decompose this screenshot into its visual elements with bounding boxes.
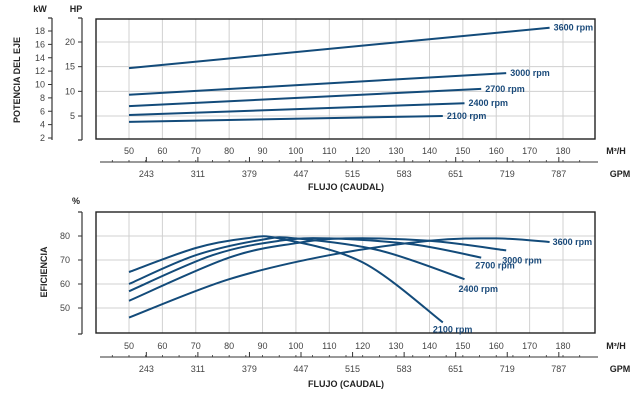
kw-tick-label: 10 bbox=[35, 80, 45, 90]
x-tick-label: 50 bbox=[124, 146, 134, 156]
x-tick-label: 110 bbox=[322, 341, 336, 351]
power-curve-2400-rpm bbox=[128, 102, 465, 116]
gpm-tick-label: 311 bbox=[191, 364, 205, 374]
y-unit-hp: HP bbox=[70, 4, 83, 14]
series-label: 2400 rpm bbox=[469, 98, 509, 108]
series-label: 3000 rpm bbox=[510, 68, 550, 78]
gpm-tick-label: 583 bbox=[397, 169, 412, 179]
x-tick-label: 50 bbox=[124, 341, 134, 351]
hp-tick-label: 20 bbox=[65, 37, 75, 47]
gpm-tick-label: 515 bbox=[345, 169, 360, 179]
power-curve-2100-rpm bbox=[128, 115, 443, 123]
gpm-tick-label: 719 bbox=[500, 169, 515, 179]
series-label: 2100 rpm bbox=[447, 111, 487, 121]
power-curve-2700-rpm bbox=[128, 87, 482, 108]
kw-tick-label: 4 bbox=[40, 120, 45, 130]
power-curve-3000-rpm bbox=[128, 72, 507, 96]
x-tick-label: 160 bbox=[489, 146, 504, 156]
x-unit-m3h: M³/H bbox=[606, 341, 626, 351]
x-tick-label: 60 bbox=[157, 146, 167, 156]
power-curve-3600-rpm bbox=[128, 26, 550, 70]
kw-tick-label: 2 bbox=[40, 133, 45, 143]
x-tick-label: 100 bbox=[288, 341, 303, 351]
x-unit-m3h: M³/H bbox=[606, 146, 626, 156]
gpm-tick-label: 311 bbox=[191, 169, 205, 179]
gpm-tick-label: 787 bbox=[551, 169, 566, 179]
y-axis-title: EFICIENCIA bbox=[39, 246, 49, 298]
x-tick-label: 160 bbox=[489, 341, 504, 351]
series-label: 2700 rpm bbox=[485, 84, 525, 94]
x-tick-label: 120 bbox=[355, 146, 370, 156]
gpm-tick-label: 515 bbox=[345, 364, 360, 374]
x-tick-label: 180 bbox=[555, 341, 570, 351]
x-axis-title: FLUJO (CAUDAL) bbox=[308, 182, 384, 192]
kw-tick-label: 8 bbox=[40, 93, 45, 103]
efficiency-curve-2400-rpm bbox=[128, 236, 465, 285]
kw-tick-label: 6 bbox=[40, 106, 45, 116]
gpm-tick-label: 447 bbox=[293, 364, 308, 374]
x-tick-label: 120 bbox=[355, 341, 370, 351]
gpm-tick-label: 379 bbox=[242, 169, 257, 179]
x-unit-gpm: GPM bbox=[610, 169, 631, 179]
efficiency-tick-label: 70 bbox=[60, 255, 70, 265]
gpm-tick-label: 651 bbox=[448, 364, 463, 374]
x-tick-label: 90 bbox=[258, 146, 268, 156]
x-tick-label: 60 bbox=[157, 341, 167, 351]
gpm-tick-label: 719 bbox=[500, 364, 515, 374]
x-tick-label: 90 bbox=[258, 341, 268, 351]
series-label: 2700 rpm bbox=[475, 261, 515, 271]
series-label: 3600 rpm bbox=[554, 23, 594, 33]
x-tick-label: 150 bbox=[455, 146, 470, 156]
x-tick-label: 130 bbox=[389, 341, 404, 351]
x-tick-label: 130 bbox=[389, 146, 404, 156]
x-tick-label: 180 bbox=[555, 146, 570, 156]
gpm-tick-label: 583 bbox=[397, 364, 412, 374]
gpm-tick-label: 787 bbox=[551, 364, 566, 374]
kw-tick-label: 12 bbox=[35, 66, 45, 76]
series-label: 3000 rpm bbox=[502, 255, 542, 265]
x-tick-label: 110 bbox=[322, 146, 336, 156]
gpm-tick-label: 447 bbox=[293, 169, 308, 179]
x-tick-label: 70 bbox=[191, 146, 201, 156]
gpm-tick-label: 651 bbox=[448, 169, 463, 179]
x-tick-label: 70 bbox=[191, 341, 201, 351]
hp-tick-label: 5 bbox=[70, 111, 75, 121]
x-axis-title: FLUJO (CAUDAL) bbox=[308, 379, 384, 389]
kw-tick-label: 14 bbox=[35, 53, 45, 63]
gpm-tick-label: 243 bbox=[139, 364, 154, 374]
kw-tick-label: 18 bbox=[35, 26, 45, 36]
plot-frame bbox=[95, 18, 596, 140]
x-tick-label: 140 bbox=[422, 341, 437, 351]
y-axis-title: POTENCIA DEL EJE bbox=[12, 37, 22, 123]
x-tick-label: 170 bbox=[522, 341, 537, 351]
efficiency-curve-2700-rpm bbox=[128, 237, 482, 293]
x-tick-label: 140 bbox=[422, 146, 437, 156]
hp-tick-label: 15 bbox=[65, 62, 75, 72]
kw-tick-label: 16 bbox=[35, 39, 45, 49]
efficiency-curve-2100-rpm bbox=[128, 235, 444, 324]
x-tick-label: 150 bbox=[455, 341, 470, 351]
gpm-tick-label: 379 bbox=[242, 364, 257, 374]
hp-tick-label: 10 bbox=[65, 86, 75, 96]
x-unit-gpm: GPM bbox=[610, 364, 631, 374]
x-tick-label: 100 bbox=[288, 146, 303, 156]
gpm-tick-label: 243 bbox=[139, 169, 154, 179]
y-unit-kw: kW bbox=[33, 4, 47, 14]
series-label: 2100 rpm bbox=[433, 324, 473, 334]
y-unit-percent: % bbox=[72, 196, 80, 206]
efficiency-tick-label: 50 bbox=[60, 303, 70, 313]
efficiency-tick-label: 80 bbox=[60, 231, 70, 241]
efficiency-tick-label: 60 bbox=[60, 279, 70, 289]
x-tick-label: 80 bbox=[224, 146, 234, 156]
x-tick-label: 170 bbox=[522, 146, 537, 156]
series-label: 2400 rpm bbox=[459, 284, 499, 294]
efficiency-curve-3600-rpm bbox=[128, 237, 550, 319]
x-tick-label: 80 bbox=[224, 341, 234, 351]
plot-frame bbox=[95, 211, 596, 334]
efficiency-curve-3000-rpm bbox=[128, 237, 507, 302]
series-label: 3600 rpm bbox=[553, 237, 593, 247]
